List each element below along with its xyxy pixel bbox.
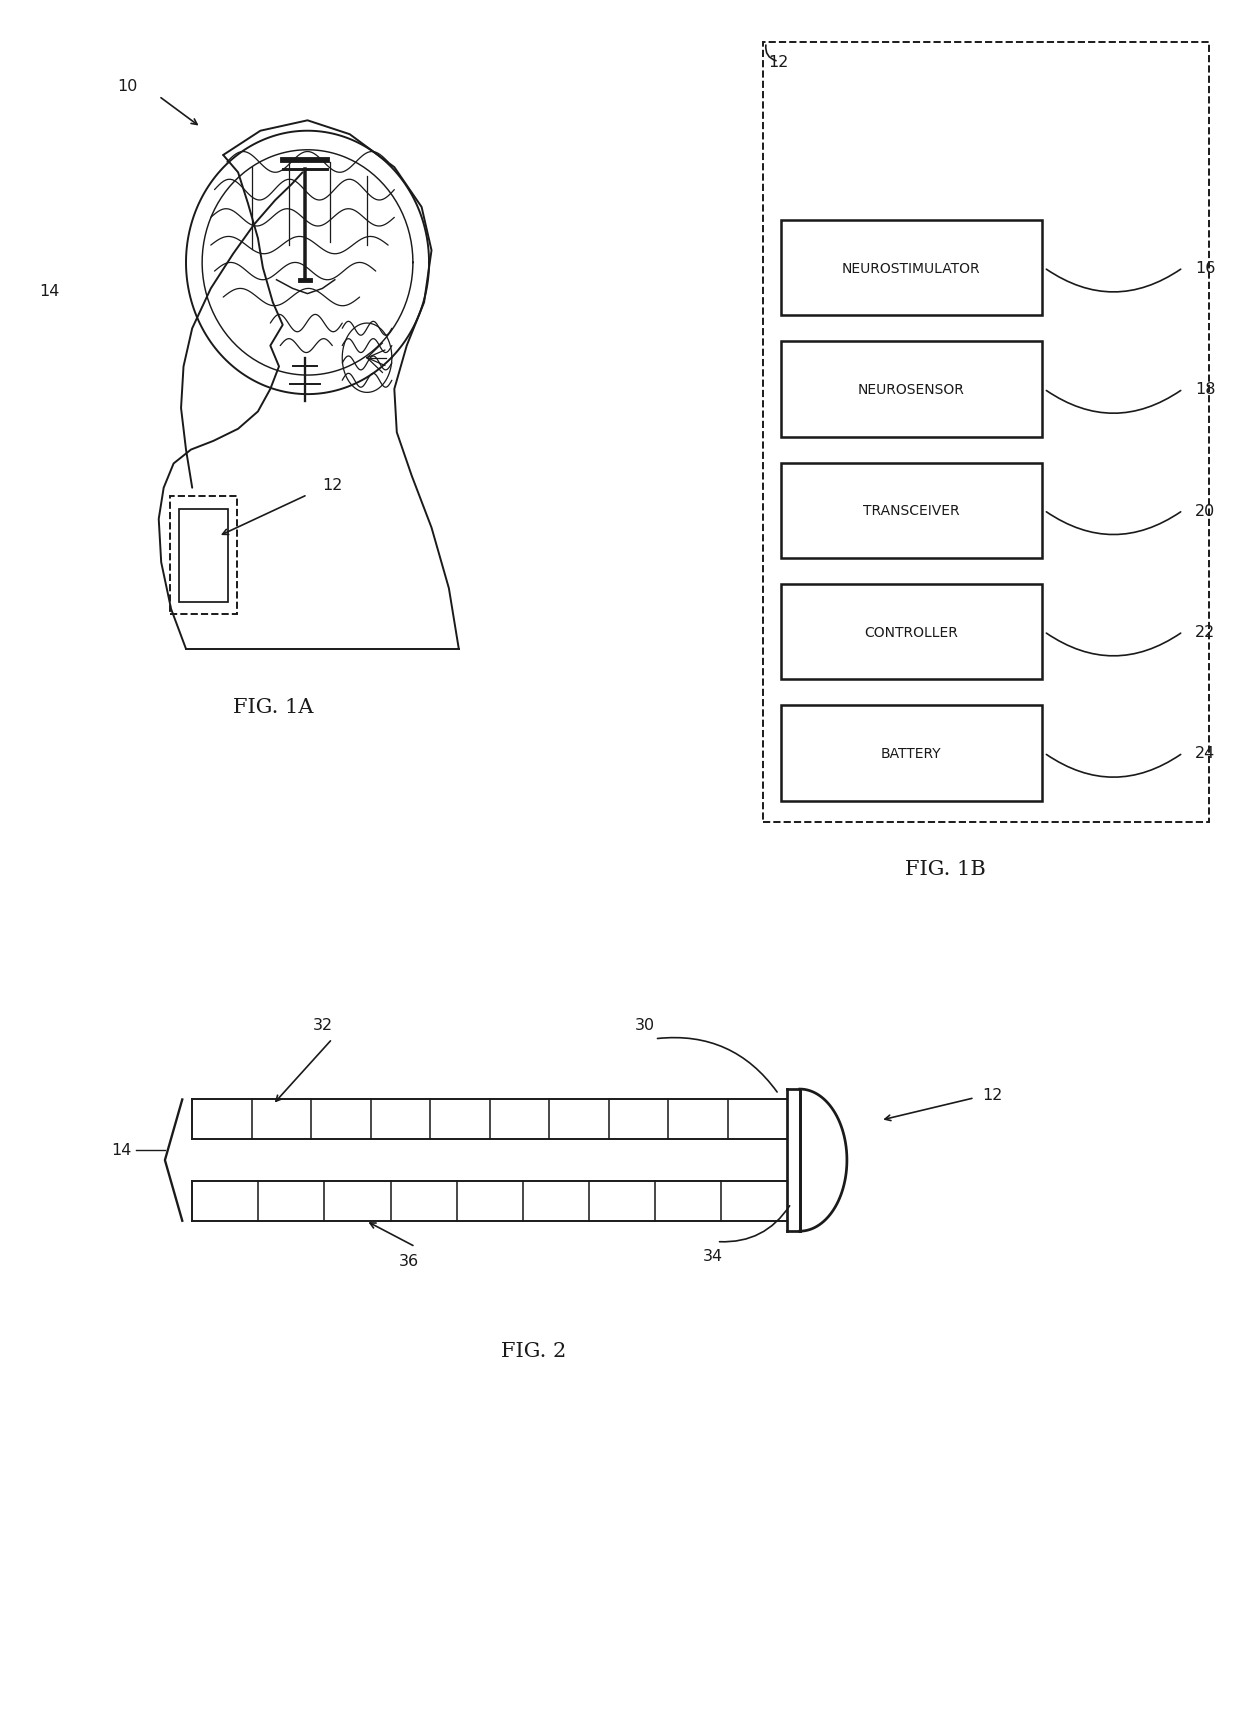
Text: 12: 12 — [769, 55, 789, 69]
Text: 12: 12 — [322, 478, 342, 492]
Text: TRANSCEIVER: TRANSCEIVER — [863, 504, 960, 518]
FancyBboxPatch shape — [170, 497, 237, 615]
Text: 22: 22 — [1195, 625, 1215, 639]
Text: 30: 30 — [635, 1018, 655, 1032]
Text: 14: 14 — [40, 284, 60, 298]
Bar — [781, 707, 1042, 800]
Bar — [179, 509, 228, 603]
Text: 36: 36 — [399, 1254, 419, 1268]
Text: NEUROSENSOR: NEUROSENSOR — [858, 383, 965, 397]
Text: 20: 20 — [1195, 504, 1215, 518]
Text: 12: 12 — [982, 1088, 1002, 1102]
Text: CONTROLLER: CONTROLLER — [864, 625, 959, 639]
Text: 10: 10 — [118, 80, 138, 94]
Bar — [781, 584, 1042, 679]
Text: 16: 16 — [1195, 262, 1215, 275]
Bar — [781, 222, 1042, 317]
Text: NEUROSTIMULATOR: NEUROSTIMULATOR — [842, 262, 981, 275]
Text: BATTERY: BATTERY — [882, 746, 941, 760]
Bar — [781, 341, 1042, 436]
Text: FIG. 2: FIG. 2 — [501, 1342, 565, 1360]
Text: 18: 18 — [1195, 383, 1215, 397]
Bar — [781, 462, 1042, 558]
Text: 14: 14 — [112, 1143, 131, 1157]
Text: 32: 32 — [312, 1018, 332, 1032]
Text: FIG. 1B: FIG. 1B — [904, 861, 986, 878]
Text: FIG. 1A: FIG. 1A — [233, 698, 312, 715]
Text: 34: 34 — [703, 1249, 723, 1263]
Text: 24: 24 — [1195, 746, 1215, 760]
Bar — [763, 43, 1209, 823]
